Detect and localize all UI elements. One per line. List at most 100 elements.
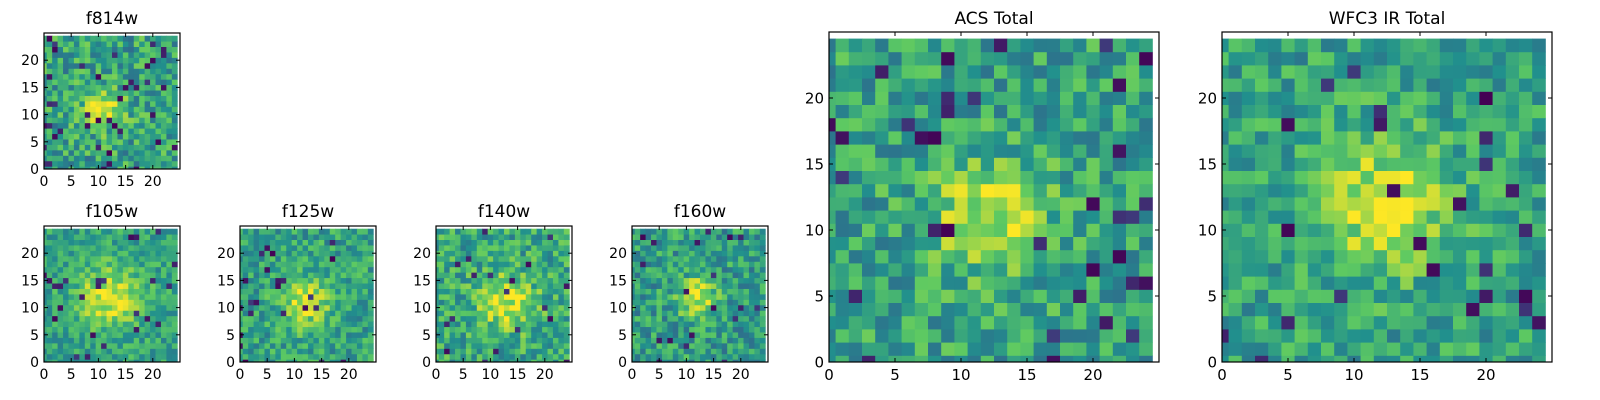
- heatmap-cell: [46, 234, 53, 240]
- heatmap-cell: [171, 294, 178, 300]
- heatmap-cell: [291, 266, 298, 273]
- heatmap-cell: [748, 239, 755, 246]
- heatmap-cell: [150, 160, 156, 167]
- heatmap-cell: [1519, 263, 1533, 277]
- heatmap-cell: [367, 250, 374, 257]
- heatmap-cell: [667, 288, 674, 295]
- heatmap-cell: [520, 315, 527, 322]
- heatmap-cell: [928, 65, 942, 79]
- y-tick-label: 10: [21, 301, 39, 317]
- heatmap-cell: [308, 245, 314, 251]
- heatmap-cell: [1321, 315, 1335, 330]
- heatmap-cell: [667, 272, 674, 279]
- heatmap-cell: [240, 299, 244, 306]
- heatmap-cell: [128, 41, 135, 47]
- heatmap-cell: [1033, 289, 1048, 303]
- heatmap-cell: [967, 223, 982, 237]
- heatmap-cell: [128, 255, 135, 262]
- heatmap-cell: [329, 326, 336, 333]
- heatmap-cell: [68, 315, 75, 322]
- heatmap-cell: [329, 250, 336, 257]
- heatmap-cell: [504, 321, 510, 328]
- heatmap-cell: [689, 299, 695, 306]
- heatmap-cell: [552, 348, 559, 355]
- heatmap-cell: [1086, 131, 1100, 145]
- heatmap-cell: [57, 315, 64, 322]
- heatmap-cell: [954, 51, 968, 66]
- heatmap-cell: [710, 321, 717, 328]
- heatmap-cell: [280, 337, 287, 344]
- heatmap-cell: [248, 310, 254, 317]
- heatmap-cell: [531, 337, 538, 344]
- heatmap-cell: [1519, 131, 1533, 145]
- heatmap-cell: [144, 122, 151, 129]
- heatmap-cell: [941, 289, 955, 303]
- heatmap-cell: [1334, 51, 1348, 66]
- heatmap-cell: [302, 255, 309, 262]
- heatmap-cell: [531, 245, 538, 251]
- heatmap-cell: [504, 272, 510, 279]
- heatmap-cell: [460, 266, 467, 273]
- heatmap-cell: [79, 299, 86, 306]
- heatmap-cell: [275, 250, 282, 257]
- heatmap-cell: [269, 294, 276, 300]
- heatmap-cell: [264, 239, 271, 246]
- heatmap-cell: [504, 326, 510, 333]
- heatmap-cell: [122, 62, 129, 69]
- heatmap-cell: [1046, 276, 1061, 290]
- heatmap-cell: [1505, 157, 1520, 171]
- heatmap-cell: [640, 255, 646, 262]
- heatmap-cell: [240, 337, 244, 344]
- heatmap-cell: [52, 144, 58, 151]
- heatmap-cell: [112, 155, 118, 162]
- heatmap-cell: [1387, 51, 1401, 66]
- heatmap-cell: [465, 359, 472, 362]
- heatmap-cell: [253, 239, 260, 246]
- heatmap-cell: [280, 239, 287, 246]
- heatmap-cell: [875, 197, 889, 211]
- heatmap-cell: [640, 234, 646, 240]
- heatmap-cell: [509, 272, 516, 279]
- heatmap-cell: [1334, 170, 1348, 185]
- heatmap-cell: [954, 144, 968, 158]
- heatmap-cell: [632, 342, 636, 349]
- heatmap-cell: [90, 122, 97, 129]
- heatmap-cell: [101, 337, 107, 344]
- heatmap-cell: [1281, 183, 1295, 198]
- heatmap-cell: [888, 117, 902, 132]
- heatmap-cell: [128, 46, 135, 53]
- heatmap-cell: [340, 359, 347, 362]
- heatmap-cell: [150, 304, 156, 311]
- heatmap-cell: [302, 310, 309, 317]
- heatmap-cell: [73, 310, 80, 317]
- heatmap-cell: [759, 294, 766, 300]
- heatmap-cell: [44, 294, 48, 300]
- heatmap-cell: [444, 304, 450, 311]
- heatmap-cell: [967, 157, 982, 171]
- heatmap-cell: [552, 353, 559, 360]
- heatmap-cell: [313, 348, 320, 355]
- heatmap-cell: [455, 299, 461, 306]
- heatmap-cell: [716, 266, 723, 273]
- heatmap-cell: [90, 57, 97, 64]
- heatmap-cell: [160, 255, 167, 262]
- heatmap-cell: [563, 250, 570, 257]
- heatmap-cell: [242, 245, 249, 251]
- heatmap-cell: [150, 111, 156, 118]
- heatmap-cell: [166, 62, 173, 69]
- heatmap-cell: [106, 68, 113, 75]
- heatmap-cell: [1241, 51, 1256, 66]
- heatmap-cell: [351, 299, 358, 306]
- heatmap-cell: [1347, 170, 1361, 185]
- heatmap-cell: [1241, 78, 1256, 92]
- heatmap-cell: [275, 272, 282, 279]
- heatmap-cell: [90, 272, 97, 279]
- heatmap-cell: [525, 266, 532, 273]
- heatmap-cell: [367, 261, 374, 268]
- heatmap-cell: [482, 255, 489, 262]
- heatmap-cell: [1268, 302, 1282, 317]
- heatmap-cell: [160, 117, 167, 124]
- heatmap-cell: [1241, 329, 1256, 343]
- x-tick-label: 20: [144, 174, 162, 190]
- heatmap-cell: [738, 304, 744, 311]
